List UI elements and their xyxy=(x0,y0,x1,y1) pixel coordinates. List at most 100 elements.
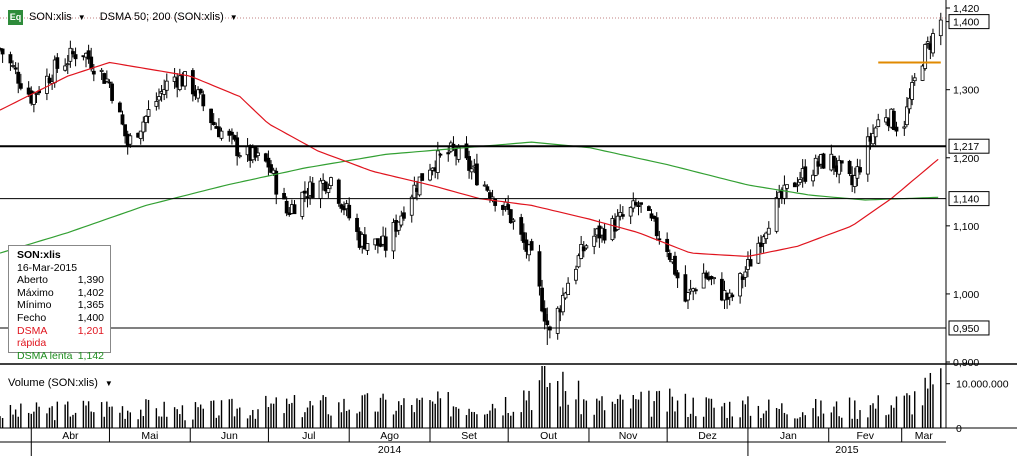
candle-body xyxy=(748,259,753,267)
candle-body xyxy=(469,168,474,173)
candle-body xyxy=(399,215,404,226)
candle-body xyxy=(102,73,107,84)
year-label-1: 2015 xyxy=(835,444,859,456)
candle-body xyxy=(519,217,524,235)
candle-body xyxy=(920,65,925,81)
candle-body xyxy=(910,82,915,100)
volume-dropdown-icon[interactable]: ▼ xyxy=(104,379,113,388)
vol-tick-label-0: 10.000.000 xyxy=(956,379,1009,391)
month-label-6: Out xyxy=(540,430,557,442)
candle-body xyxy=(409,196,414,216)
indicator-label[interactable]: DSMA 50; 200 (SON:xlis) xyxy=(99,11,224,23)
symbol-dropdown-icon[interactable]: ▼ xyxy=(77,12,86,22)
candle-body xyxy=(209,108,213,124)
info-row-label: DSMA rápida xyxy=(17,324,47,350)
candle-body xyxy=(563,292,568,299)
chart-header: Eq SON:xlis ▼ DSMA 50; 200 (SON:xlis) ▼ xyxy=(8,9,252,25)
candle-body xyxy=(785,184,789,189)
year-label-0: 2014 xyxy=(378,444,402,456)
candle-body xyxy=(579,244,584,259)
candle-body xyxy=(89,56,94,70)
candle-body xyxy=(665,238,670,252)
candle-body xyxy=(839,160,844,164)
month-label-8: Dez xyxy=(698,430,717,442)
candle-body xyxy=(138,130,143,139)
candle-body xyxy=(761,236,766,244)
candle-body xyxy=(907,97,912,110)
candle-body xyxy=(99,69,104,72)
candle-body xyxy=(730,294,735,298)
candle-body xyxy=(55,57,60,69)
candle-body xyxy=(128,135,133,145)
info-row-label: Fecho xyxy=(17,311,47,324)
info-row-value: 1,400 xyxy=(77,311,104,324)
candle-body xyxy=(693,289,698,292)
candle-body xyxy=(71,51,75,55)
candle-body xyxy=(647,206,651,211)
candle-body xyxy=(485,186,490,191)
candle-body xyxy=(923,44,928,69)
candle-body xyxy=(540,287,544,312)
candle-body xyxy=(493,198,498,206)
candle-body xyxy=(391,222,396,252)
candle-body xyxy=(446,152,451,155)
candle-body xyxy=(104,78,109,82)
candle-body xyxy=(876,119,881,127)
candle-body xyxy=(837,160,842,175)
candle-body xyxy=(686,292,690,301)
month-label-2: Jun xyxy=(221,430,238,442)
candle-body xyxy=(91,70,96,75)
candle-body xyxy=(858,167,862,173)
candle-body xyxy=(719,278,724,301)
candle-body xyxy=(529,241,534,251)
candle-body xyxy=(18,83,23,89)
candle-body xyxy=(488,192,492,199)
candle-body xyxy=(63,65,68,71)
candle-body xyxy=(811,174,815,182)
candle-body xyxy=(201,94,206,107)
candle-body xyxy=(303,190,307,194)
info-row-1: Máximo 1,402 xyxy=(17,287,110,300)
candle-body xyxy=(323,181,328,192)
candle-body xyxy=(183,71,187,87)
candle-body xyxy=(639,202,643,205)
candle-body xyxy=(117,102,122,113)
volume-label[interactable]: Volume (SON:xlis) xyxy=(8,377,98,389)
candle-body xyxy=(73,54,78,60)
candle-body xyxy=(110,83,114,101)
slow-ma-line xyxy=(0,141,939,254)
candle-body xyxy=(615,215,620,230)
candle-body xyxy=(633,202,638,206)
candle-body xyxy=(162,89,167,95)
candle-body xyxy=(329,177,333,186)
equity-badge-icon[interactable]: Eq xyxy=(8,9,23,25)
symbol-label[interactable]: SON:xlis xyxy=(29,11,72,23)
candle-body xyxy=(378,243,383,247)
candle-body xyxy=(764,232,769,240)
info-row-0: Aberto 1,390 xyxy=(17,274,110,287)
hline-label-0: 1,217 xyxy=(953,141,979,153)
candle-body xyxy=(120,114,125,125)
y-tick-label-0: 1,420 xyxy=(953,3,979,15)
candle-body xyxy=(506,204,511,210)
candle-body xyxy=(107,81,112,84)
candle-body xyxy=(574,268,578,281)
info-row-4: DSMA rápida 1,201 xyxy=(17,325,110,350)
candle-body xyxy=(756,242,761,264)
candle-body xyxy=(475,163,479,186)
candle-body xyxy=(362,234,367,250)
candle-body xyxy=(584,245,589,249)
indicator-dropdown-icon[interactable]: ▼ xyxy=(229,12,238,22)
candle-body xyxy=(657,238,662,241)
candle-body xyxy=(766,227,771,235)
candle-body xyxy=(300,191,305,217)
candle-body xyxy=(34,93,39,95)
info-row-value: 1,402 xyxy=(77,286,104,299)
candle-body xyxy=(305,196,310,198)
candle-body xyxy=(326,188,331,193)
candle-body xyxy=(8,54,13,64)
candle-body xyxy=(198,88,203,94)
hline-label-box-2 xyxy=(948,320,990,336)
candle-body xyxy=(798,179,802,183)
